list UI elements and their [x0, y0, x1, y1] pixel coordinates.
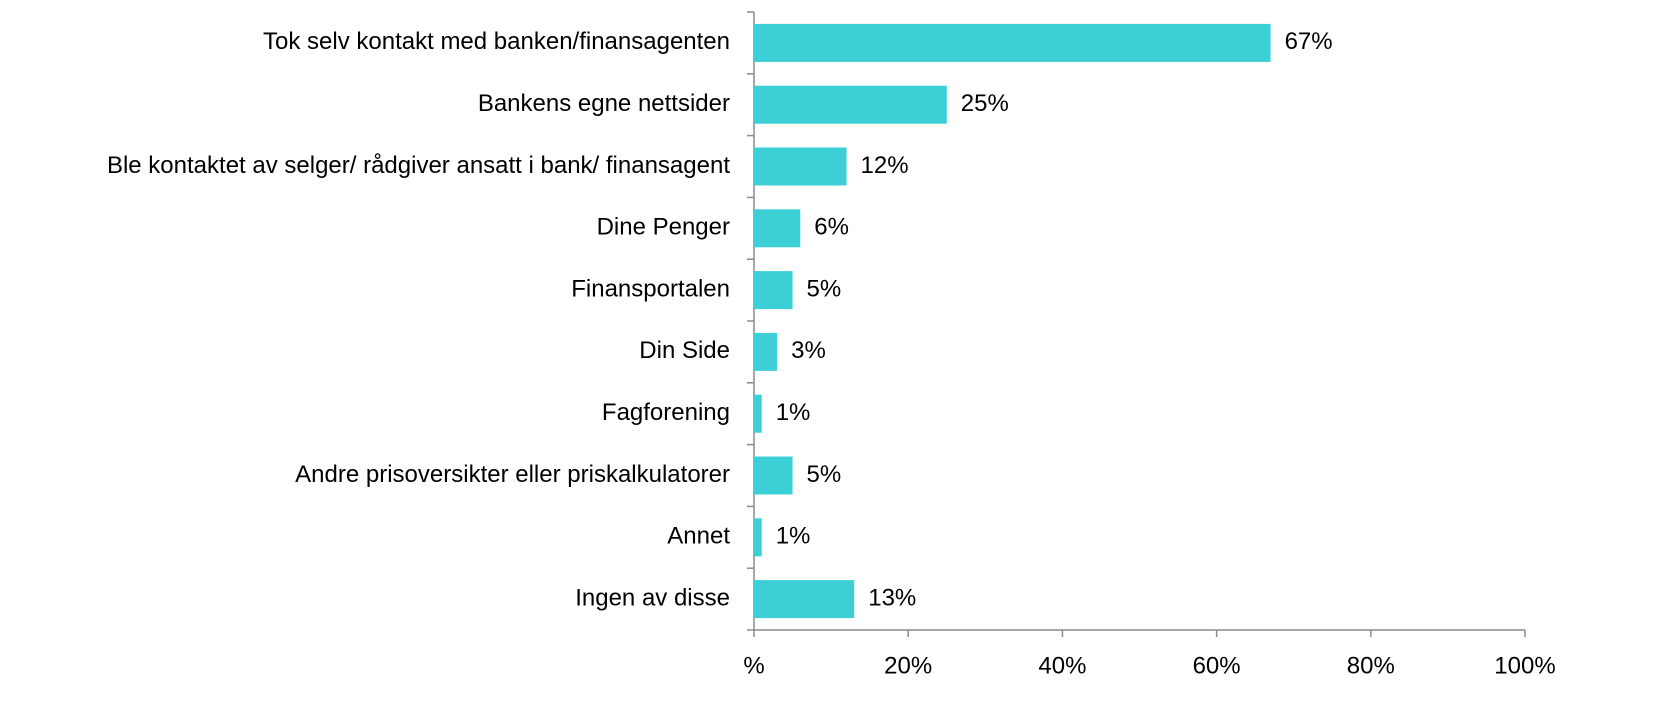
bar: [754, 456, 793, 495]
bar: [754, 394, 762, 433]
category-label: Ingen av disse: [575, 584, 730, 611]
value-label: 5%: [807, 461, 842, 488]
x-tick-label: 80%: [1347, 652, 1395, 679]
value-label: 5%: [807, 275, 842, 302]
value-label: 25%: [961, 90, 1009, 117]
category-label: Andre prisoversikter eller priskalkulato…: [295, 461, 730, 488]
x-tick-label: 20%: [884, 652, 932, 679]
bar: [754, 518, 762, 557]
value-label: 1%: [776, 523, 811, 550]
value-label: 12%: [861, 152, 909, 179]
category-label: Dine Penger: [597, 214, 730, 241]
x-tick-label: %: [743, 652, 764, 679]
value-label: 1%: [776, 399, 811, 426]
category-label: Annet: [667, 523, 730, 550]
category-label: Bankens egne nettsider: [478, 90, 730, 117]
bar: [754, 271, 793, 310]
bar: [754, 209, 801, 248]
value-label: 67%: [1285, 28, 1333, 55]
x-tick-label: 100%: [1494, 652, 1555, 679]
value-label: 13%: [868, 584, 916, 611]
bar: [754, 85, 947, 124]
bar: [754, 23, 1271, 62]
bar: [754, 332, 778, 371]
x-tick-label: 60%: [1193, 652, 1241, 679]
category-label: Ble kontaktet av selger/ rådgiver ansatt…: [107, 152, 730, 179]
x-tick-label: 40%: [1038, 652, 1086, 679]
bar: [754, 580, 855, 619]
value-label: 6%: [814, 214, 849, 241]
category-label: Fagforening: [602, 399, 730, 426]
value-label: 3%: [791, 337, 826, 364]
category-label: Tok selv kontakt med banken/finansagente…: [263, 28, 730, 55]
category-label: Din Side: [639, 337, 730, 364]
bar: [754, 147, 847, 186]
category-label: Finansportalen: [571, 275, 730, 302]
